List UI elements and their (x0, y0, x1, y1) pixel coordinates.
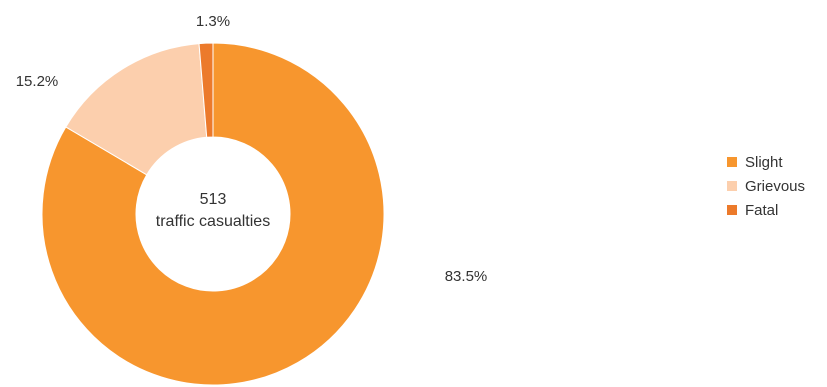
legend-label-slight: Slight (745, 153, 783, 171)
center-total-value: 513 (200, 191, 227, 208)
pct-label-fatal: 1.3% (196, 13, 230, 30)
legend-item-fatal[interactable]: Fatal (727, 198, 805, 222)
legend-swatch-grievous (727, 181, 737, 191)
legend-item-grievous[interactable]: Grievous (727, 174, 805, 198)
legend: Slight Grievous Fatal (727, 150, 805, 222)
slice-fatal[interactable] (198, 42, 214, 138)
center-label: 513 traffic casualties (156, 191, 270, 230)
pct-label-slight: 83.5% (445, 268, 488, 285)
center-total-label: traffic casualties (156, 213, 270, 230)
legend-item-slight[interactable]: Slight (727, 150, 805, 174)
donut-slices (41, 42, 385, 386)
pct-label-grievous: 15.2% (16, 73, 59, 90)
percentage-labels: 83.5% 15.2% 1.3% (16, 13, 488, 285)
legend-label-grievous: Grievous (745, 177, 806, 195)
legend-swatch-fatal (727, 205, 737, 215)
slice-slight[interactable] (41, 42, 385, 386)
legend-label-fatal: Fatal (745, 201, 779, 219)
legend-swatch-slight (727, 157, 737, 167)
